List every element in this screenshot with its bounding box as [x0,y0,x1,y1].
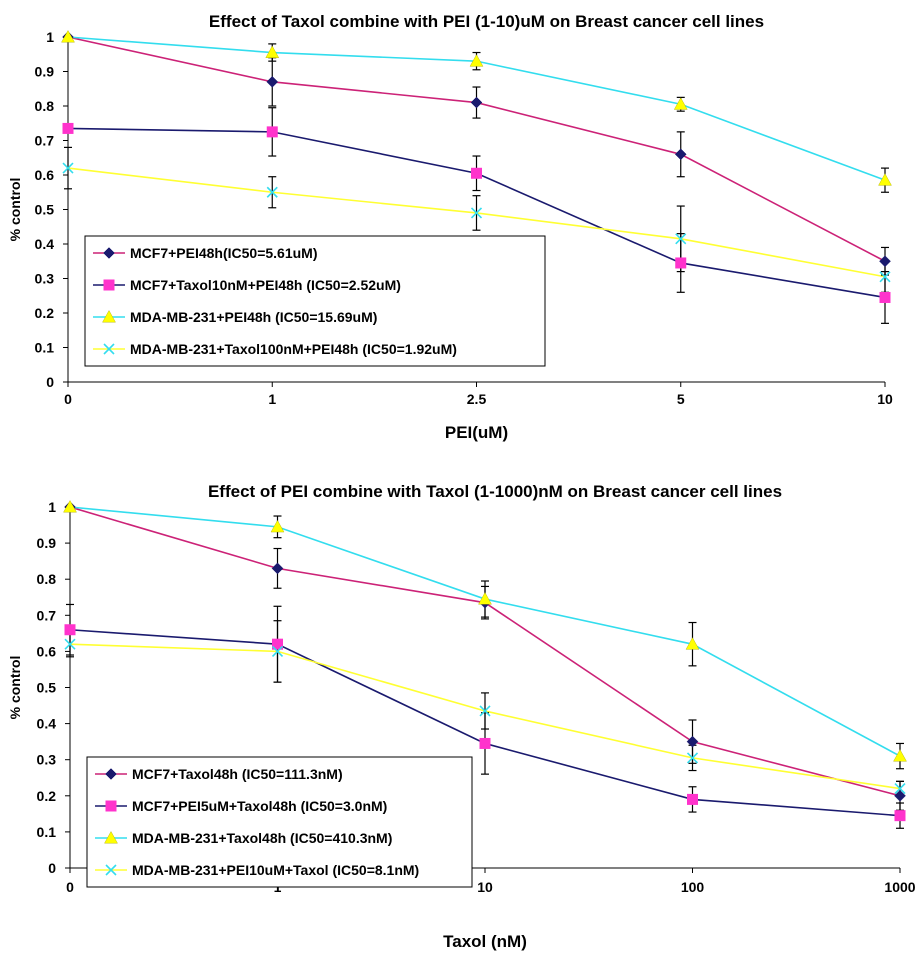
y-tick-label: 0.5 [37,680,57,696]
x-tick-label: 10 [477,879,493,895]
legend-marker-x2 [103,343,115,355]
series-4-point-x2 [62,162,74,174]
series-4-point-x2 [879,271,891,283]
legend: MCF7+PEI48h(IC50=5.61uM) MCF7+Taxol10nM+P… [84,235,546,367]
series-2-point-square [62,122,74,134]
x-axis-label: PEI(uM) [445,423,508,442]
series-3-point-triangle [63,500,77,513]
legend-entry-label: MDA-MB-231+PEI48h (IC50=15.69uM) [130,309,377,325]
x-tick-label: 1 [268,391,276,407]
x-axis-label: Taxol (nM) [443,932,527,951]
legend-entry-label: MCF7+Taxol48h (IC50=111.3nM) [132,766,343,782]
series-1-point-diamond [894,789,906,802]
series-1-point-diamond [470,96,483,109]
y-tick-label: 0.2 [37,788,57,804]
series-3-point-triangle [673,97,688,110]
series-3-point-triangle [61,30,75,43]
y-axis-label: % control [7,656,23,720]
y-tick-label: 0 [48,860,56,876]
series-2-point-square [266,126,278,138]
legend-entry-label: MCF7+PEI5uM+Taxol48h (IC50=3.0nM) [132,798,387,814]
y-tick-label: 0.1 [37,824,57,840]
legend-marker-x2 [105,864,117,876]
legend-entry-label: MCF7+Taxol10nM+PEI48h (IC50=2.52uM) [130,277,401,293]
legend-marker-diamond [103,247,115,259]
y-tick-label: 0.6 [35,167,55,183]
series-3-point-triangle [469,54,484,67]
series-3-point-triangle [685,637,700,650]
series-4-point-x2 [271,645,284,657]
y-tick-label: 0.6 [37,643,57,659]
series-2-point-square [894,810,906,822]
series-4-point-x2 [64,638,76,650]
x-tick-label: 2.5 [467,391,487,407]
x-tick-label: 100 [681,879,705,895]
y-tick-label: 0.5 [35,202,55,218]
series-1-point-diamond [674,148,687,161]
legend-entry-label: MDA-MB-231+Taxol48h (IC50=410.3nM) [132,830,392,846]
y-tick-label: 0.9 [35,64,55,80]
legend-marker-triangle [104,831,118,844]
legend-marker-triangle [102,310,116,323]
x-tick-label: 10 [877,391,893,407]
y-tick-label: 1 [48,499,56,515]
y-tick-label: 0.4 [37,716,57,732]
y-tick-label: 0.2 [35,305,55,321]
legend-marker-square [105,800,117,812]
y-tick-label: 0.8 [35,98,55,114]
y-tick-label: 0.7 [37,607,57,623]
series-2-point-square [479,737,491,749]
legend: MCF7+Taxol48h (IC50=111.3nM) MCF7+PEI5uM+… [86,756,473,888]
x-tick-label: 5 [677,391,685,407]
y-axis-label: % control [7,178,23,242]
series-1-point-diamond [879,255,891,268]
y-tick-label: 0.3 [35,271,55,287]
series-4-point-x2 [470,207,483,219]
chart-title: Effect of PEI combine with Taxol (1-1000… [208,482,782,501]
chart-title: Effect of Taxol combine with PEI (1-10)u… [209,12,764,31]
series-1-point-diamond [271,562,284,575]
x-tick-label: 0 [64,391,72,407]
series-2-point-square [471,167,482,179]
legend-marker-diamond [105,768,117,780]
series-3-point-triangle [265,45,280,58]
series-2-point-square [272,638,283,650]
y-tick-label: 0 [46,374,54,390]
legend-entry-label: MCF7+PEI48h(IC50=5.61uM) [130,245,318,261]
y-tick-label: 0.3 [37,752,57,768]
legend-entry-label: MDA-MB-231+PEI10uM+Taxol (IC50=8.1nM) [132,862,419,878]
y-tick-label: 0.7 [35,133,55,149]
series-4-point-x2 [894,783,906,795]
series-1-point-diamond [266,75,279,88]
y-tick-label: 0.8 [37,571,57,587]
series-2-point-square [64,624,76,636]
chart-2: Effect of PEI combine with Taxol (1-1000… [7,482,916,951]
x-tick-label: 0 [66,879,74,895]
series-4-point-x2 [686,752,699,764]
series-4-point-x2 [675,233,687,245]
y-tick-label: 0.4 [35,236,55,252]
series-3-point-triangle [270,519,285,533]
y-tick-label: 0.9 [37,535,57,551]
series-1-point-diamond [686,735,699,748]
series-2-point-square [687,793,698,805]
legend-marker-square [103,279,115,291]
legend-box [86,756,473,888]
series-4-point-x2 [266,186,278,198]
legend-box [84,235,546,367]
series-3-point-triangle [893,749,907,762]
series-4-point-x2 [479,705,491,717]
legend-entry-label: MDA-MB-231+Taxol100nM+PEI48h (IC50=1.92u… [130,341,457,357]
chart-1: Effect of Taxol combine with PEI (1-10)u… [7,12,893,442]
series-3-point-triangle [478,592,492,605]
x-tick-label: 1000 [884,879,915,895]
y-tick-label: 0.1 [35,340,55,356]
series-2-point-square [879,291,891,303]
y-tick-label: 1 [46,29,54,45]
series-2-point-square [675,257,687,269]
series-3-point-triangle [878,173,892,186]
